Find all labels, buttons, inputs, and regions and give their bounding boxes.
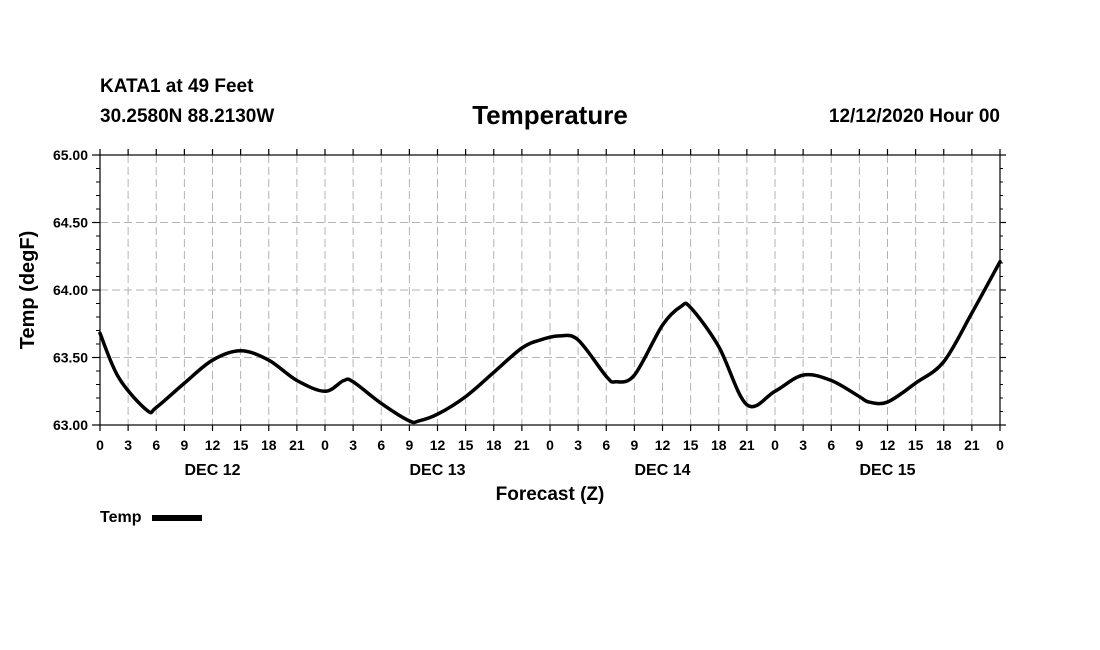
x-tick-label: 0: [996, 437, 1004, 453]
y-tick-label: 64.00: [53, 282, 88, 298]
x-tick-label: 0: [96, 437, 104, 453]
x-tick-label: 21: [289, 437, 305, 453]
x-tick-label: 21: [514, 437, 530, 453]
y-tick-label: 64.50: [53, 215, 88, 231]
date-label: DEC 12: [184, 462, 240, 479]
x-tick-label: 15: [908, 437, 924, 453]
legend-label: Temp: [100, 509, 142, 526]
x-tick-label: 6: [602, 437, 610, 453]
x-tick-label: 6: [377, 437, 385, 453]
x-tick-label: 21: [739, 437, 755, 453]
x-tick-label: 9: [180, 437, 188, 453]
x-tick-label: 9: [405, 437, 413, 453]
x-tick-label: 3: [574, 437, 582, 453]
y-axis-label: Temp (degF): [17, 231, 39, 350]
x-tick-label: 18: [261, 437, 277, 453]
x-tick-label: 3: [124, 437, 132, 453]
x-tick-label: 18: [486, 437, 502, 453]
x-tick-label: 0: [546, 437, 554, 453]
x-tick-label: 18: [936, 437, 952, 453]
forecast-datetime: 12/12/2020 Hour 00: [828, 106, 1000, 127]
y-tick-label: 63.50: [53, 350, 88, 366]
x-tick-label: 12: [880, 437, 896, 453]
x-tick-label: 15: [233, 437, 249, 453]
x-tick-label: 6: [827, 437, 835, 453]
x-tick-label: 3: [349, 437, 357, 453]
x-tick-label: 15: [458, 437, 474, 453]
x-tick-label: 15: [683, 437, 699, 453]
x-tick-label: 18: [711, 437, 727, 453]
legend: Temp: [100, 509, 203, 527]
x-tick-label: 0: [771, 437, 779, 453]
date-label: DEC 15: [859, 462, 915, 479]
x-tick-label: 9: [855, 437, 863, 453]
x-tick-label: 12: [205, 437, 221, 453]
temp-series-line: [98, 259, 1002, 425]
x-tick-label: 21: [964, 437, 980, 453]
x-tick-label: 6: [152, 437, 160, 453]
y-tick-label: 65.00: [53, 147, 88, 163]
y-tick-label: 63.00: [53, 417, 88, 433]
chart-title: Temperature: [472, 100, 628, 130]
plot-frame: [99, 154, 1001, 426]
x-tick-label: 12: [430, 437, 446, 453]
date-label: DEC 13: [409, 462, 465, 479]
x-tick-label: 9: [630, 437, 638, 453]
coordinates-label: 30.2580N 88.2130W: [100, 106, 275, 127]
date-label: DEC 14: [634, 462, 690, 479]
x-tick-label: 0: [321, 437, 329, 453]
legend-line-swatch: [152, 515, 203, 521]
station-label: KATA1 at 49 Feet: [100, 76, 254, 97]
x-tick-label: 3: [799, 437, 807, 453]
x-axis-label: Forecast (Z): [496, 484, 605, 505]
x-tick-label: 12: [655, 437, 671, 453]
